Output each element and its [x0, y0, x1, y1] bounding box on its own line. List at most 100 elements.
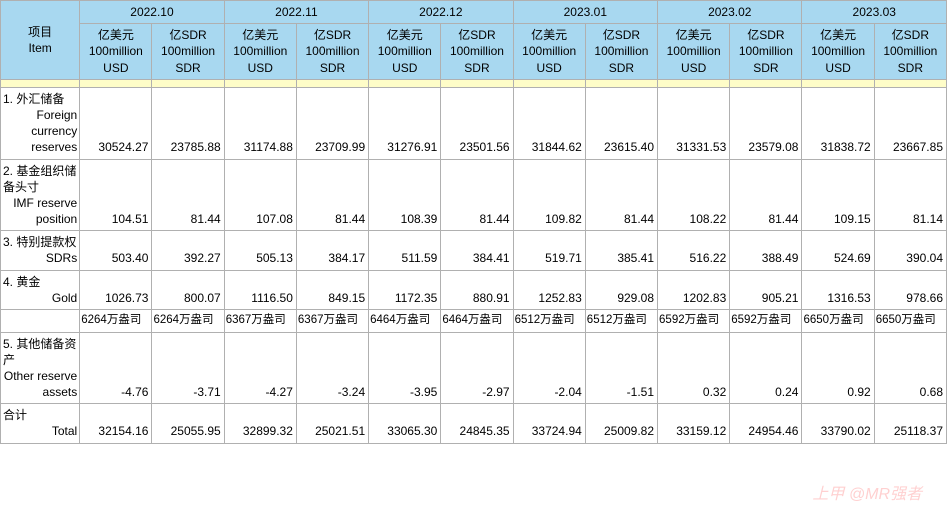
cell-value: 24954.46 — [730, 404, 802, 443]
cell-value: 1252.83 — [513, 270, 585, 309]
row-label-cn: 5. 其他储备资产 — [3, 336, 77, 368]
table-row-gold_oz: 6264万盎司6264万盎司6367万盎司6367万盎司6464万盎司6464万… — [1, 310, 947, 333]
cell-value: 33790.02 — [802, 404, 874, 443]
row-label-en: Gold — [3, 290, 77, 306]
table-row-total: 合计Total32154.1625055.9532899.3225021.513… — [1, 404, 947, 443]
cell-value: -3.71 — [152, 332, 224, 404]
cell-value: 1316.53 — [802, 270, 874, 309]
cell-value: 25021.51 — [296, 404, 368, 443]
cell-value: 1202.83 — [658, 270, 730, 309]
cell-value: 81.44 — [730, 159, 802, 231]
row-label-cn: 4. 黄金 — [3, 274, 77, 290]
row-label-cn: 1. 外汇储备 — [3, 91, 77, 107]
row-label-en: Total — [3, 423, 77, 439]
cell-value: -4.27 — [224, 332, 296, 404]
header-item-cn: 项目 — [28, 25, 52, 39]
cell-value: 1116.50 — [224, 270, 296, 309]
hdr-sdr: 亿SDR100millionSDR — [152, 24, 224, 80]
cell-value: 107.08 — [224, 159, 296, 231]
hdr-usd: 亿美元100millionUSD — [802, 24, 874, 80]
hdr-usd: 亿美元100millionUSD — [513, 24, 585, 80]
cell-value: -1.51 — [585, 332, 657, 404]
cell-value: 23709.99 — [296, 87, 368, 159]
cell-oz: 6512万盎司 — [513, 310, 585, 333]
cell-value: 388.49 — [730, 231, 802, 270]
cell-value: 505.13 — [224, 231, 296, 270]
hdr-sdr: 亿SDR100millionSDR — [585, 24, 657, 80]
cell-value: 849.15 — [296, 270, 368, 309]
cell-value: 23667.85 — [874, 87, 946, 159]
cell-value: 32154.16 — [80, 404, 152, 443]
cell-value: 0.24 — [730, 332, 802, 404]
cell-value: 25055.95 — [152, 404, 224, 443]
hdr-period-0: 2022.10 — [80, 1, 224, 24]
cell-value: 32899.32 — [224, 404, 296, 443]
table-header: 项目 Item 2022.10 2022.11 2022.12 2023.01 … — [1, 1, 947, 80]
table-row-other: 5. 其他储备资产Other reserve assets-4.76-3.71-… — [1, 332, 947, 404]
row-label: 2. 基金组织储备头寸IMF reserve position — [1, 159, 80, 231]
cell-value: 25118.37 — [874, 404, 946, 443]
reserves-table: 项目 Item 2022.10 2022.11 2022.12 2023.01 … — [0, 0, 947, 444]
hdr-usd: 亿美元100millionUSD — [224, 24, 296, 80]
cell-oz: 6512万盎司 — [585, 310, 657, 333]
row-label: 3. 特别提款权SDRs — [1, 231, 80, 270]
cell-value: 929.08 — [585, 270, 657, 309]
watermark: 上甲 @MR强者 — [812, 480, 922, 504]
hdr-period-3: 2023.01 — [513, 1, 657, 24]
cell-value: 33065.30 — [369, 404, 441, 443]
cell-value: 33724.94 — [513, 404, 585, 443]
header-item-en: Item — [28, 41, 51, 55]
cell-oz: 6592万盎司 — [658, 310, 730, 333]
cell-value: 0.68 — [874, 332, 946, 404]
cell-oz: 6464万盎司 — [441, 310, 513, 333]
header-item: 项目 Item — [1, 1, 80, 80]
table-row-sdrs: 3. 特别提款权SDRs503.40392.27505.13384.17511.… — [1, 231, 947, 270]
cell-value: 519.71 — [513, 231, 585, 270]
cell-value: 109.82 — [513, 159, 585, 231]
cell-value: 385.41 — [585, 231, 657, 270]
cell-value: 503.40 — [80, 231, 152, 270]
cell-value: 23615.40 — [585, 87, 657, 159]
cell-value: -4.76 — [80, 332, 152, 404]
table-row-foreign_currency: 1. 外汇储备Foreign currency reserves30524.27… — [1, 87, 947, 159]
hdr-sdr: 亿SDR100millionSDR — [441, 24, 513, 80]
hdr-period-1: 2022.11 — [224, 1, 368, 24]
hdr-usd: 亿美元100millionUSD — [369, 24, 441, 80]
cell-value: 108.39 — [369, 159, 441, 231]
cell-value: 31838.72 — [802, 87, 874, 159]
cell-value: -3.95 — [369, 332, 441, 404]
table-row-gold: 4. 黄金Gold1026.73800.071116.50849.151172.… — [1, 270, 947, 309]
hdr-period-5: 2023.03 — [802, 1, 947, 24]
row-label: 5. 其他储备资产Other reserve assets — [1, 332, 80, 404]
cell-value: 23579.08 — [730, 87, 802, 159]
cell-value: 516.22 — [658, 231, 730, 270]
cell-value: 0.32 — [658, 332, 730, 404]
cell-value: 81.44 — [296, 159, 368, 231]
cell-oz: 6264万盎司 — [80, 310, 152, 333]
cell-value: 30524.27 — [80, 87, 152, 159]
header-period-row: 项目 Item 2022.10 2022.11 2022.12 2023.01 … — [1, 1, 947, 24]
hdr-usd: 亿美元100millionUSD — [80, 24, 152, 80]
cell-value: 108.22 — [658, 159, 730, 231]
row-label-en: Other reserve assets — [3, 368, 77, 400]
cell-value: 25009.82 — [585, 404, 657, 443]
cell-value: -2.04 — [513, 332, 585, 404]
cell-oz: 6650万盎司 — [802, 310, 874, 333]
cell-value: 104.51 — [80, 159, 152, 231]
row-label-cn: 2. 基金组织储备头寸 — [3, 163, 77, 195]
yellow-band — [1, 79, 947, 87]
header-sub-row: 亿美元100millionUSD亿SDR100millionSDR亿美元100m… — [1, 24, 947, 80]
hdr-sdr: 亿SDR100millionSDR — [730, 24, 802, 80]
row-label-en: Foreign currency reserves — [3, 107, 77, 156]
cell-value: -2.97 — [441, 332, 513, 404]
row-label: 1. 外汇储备Foreign currency reserves — [1, 87, 80, 159]
cell-value: 31844.62 — [513, 87, 585, 159]
cell-value: 23785.88 — [152, 87, 224, 159]
cell-value: 23501.56 — [441, 87, 513, 159]
row-label: 4. 黄金Gold — [1, 270, 80, 309]
cell-value: 109.15 — [802, 159, 874, 231]
cell-value: 384.17 — [296, 231, 368, 270]
cell-oz: 6464万盎司 — [369, 310, 441, 333]
cell-value: 392.27 — [152, 231, 224, 270]
table-body: 1. 外汇储备Foreign currency reserves30524.27… — [1, 79, 947, 443]
